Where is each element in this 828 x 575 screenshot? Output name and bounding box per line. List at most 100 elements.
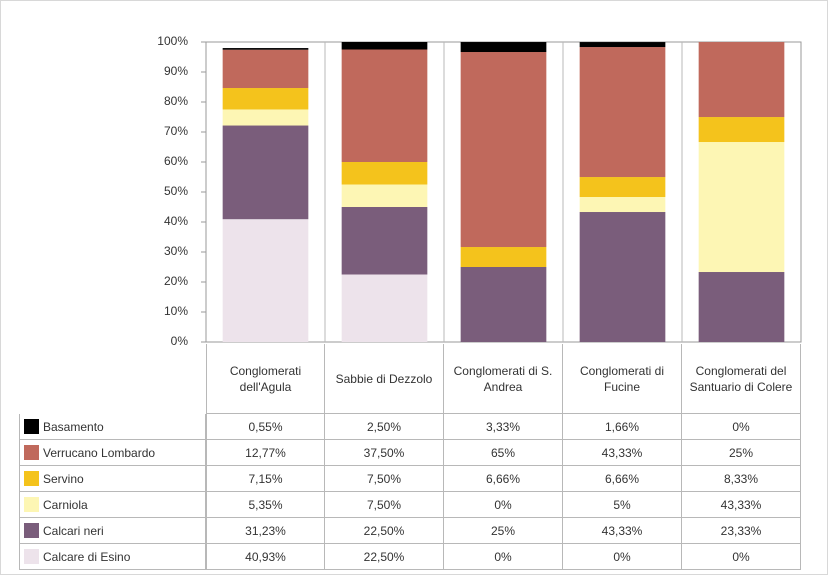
y-tick-label: 30% (164, 244, 188, 258)
table-value-text: 40,93% (245, 549, 286, 564)
bar-segment (341, 274, 428, 342)
bar-segment (341, 207, 428, 275)
bar-segment (222, 219, 309, 342)
bar-segment (579, 197, 666, 213)
table-value-text: 2,50% (366, 419, 402, 434)
bar-segment (579, 212, 666, 342)
table-value-text: 7,50% (366, 471, 402, 486)
category-label-text: Conglomerati del Santuario di Colere (689, 363, 793, 394)
table-value: 0% (444, 544, 563, 570)
bar-segment (698, 42, 785, 118)
table-value-text: 0,55% (248, 419, 283, 434)
table-value: 0% (444, 492, 563, 518)
y-tick-label: 0% (171, 334, 189, 346)
category-label-text: Conglomerati di Fucine (579, 363, 665, 394)
table-value-text: 37,50% (363, 445, 405, 460)
table-value-text: 43,33% (601, 445, 643, 460)
table-value: 22,50% (325, 518, 444, 544)
table-value: 1,66% (563, 414, 682, 440)
table-value: 8,33% (682, 466, 801, 492)
legend-swatch (24, 523, 39, 538)
bar-segment (341, 184, 428, 207)
table-value-text: 0% (732, 419, 750, 434)
bar-segment (341, 49, 428, 162)
table-value-text: 43,33% (601, 523, 643, 538)
legend-swatch (24, 497, 39, 512)
bar-segment (460, 247, 547, 267)
bar-segment (222, 125, 309, 220)
table-value-text: 1,66% (604, 419, 640, 434)
table-value-text: 65% (490, 445, 516, 460)
bar-segment (341, 162, 428, 185)
legend-swatch (24, 549, 39, 564)
table-value: 0% (563, 544, 682, 570)
y-tick-label: 20% (164, 274, 188, 288)
legend-entry: Calcare di Esino (19, 544, 206, 570)
table-value: 7,50% (325, 492, 444, 518)
bar-segment (579, 177, 666, 198)
table-value-text: 8,33% (723, 471, 759, 486)
table-value-text: 7,50% (366, 497, 402, 512)
category-label-text: Conglomerati di S. Andrea (453, 363, 553, 394)
bar-segment (341, 42, 428, 50)
table-value: 12,77% (206, 440, 325, 466)
table-value: 7,15% (206, 466, 325, 492)
table-value: 22,50% (325, 544, 444, 570)
legend-label: Carniola (43, 497, 88, 512)
table-value-text: 5,35% (248, 497, 283, 512)
table-value: 65% (444, 440, 563, 466)
y-tick-label: 10% (164, 304, 188, 318)
bar-segment (222, 49, 309, 89)
legend-entry: Servino (19, 466, 206, 492)
table-value: 31,23% (206, 518, 325, 544)
category-label: Conglomerati del Santuario di Colere (682, 344, 801, 414)
table-value-text: 3,33% (485, 419, 521, 434)
category-label: Conglomerati dell'Agula (206, 344, 325, 414)
table-value: 6,66% (444, 466, 563, 492)
y-tick-label: 70% (164, 124, 188, 138)
y-tick-label: 80% (164, 94, 188, 108)
y-tick-label: 100% (157, 34, 188, 48)
category-label: Sabbie di Dezzolo (325, 344, 444, 414)
legend-swatch (24, 471, 39, 486)
category-label-text: Conglomerati dell'Agula (229, 363, 302, 394)
category-label: Conglomerati di S. Andrea (444, 344, 563, 414)
bar-segment (698, 272, 785, 342)
bar-segment (460, 42, 547, 53)
table-value-text: 5% (613, 497, 631, 512)
table-value: 0,55% (206, 414, 325, 440)
table-value: 25% (682, 440, 801, 466)
table-value: 43,33% (682, 492, 801, 518)
bar-segment (222, 109, 309, 126)
legend-entry: Basamento (19, 414, 206, 440)
bar-segment (579, 47, 666, 178)
table-value-text: 0% (613, 549, 631, 564)
legend-entry: Verrucano Lombardo (19, 440, 206, 466)
category-label-text: Sabbie di Dezzolo (335, 371, 433, 386)
bar-segment (698, 142, 785, 273)
legend-label: Servino (43, 471, 84, 486)
table-value: 0% (682, 544, 801, 570)
table-value: 5,35% (206, 492, 325, 518)
legend-swatch (24, 419, 39, 434)
table-value: 25% (444, 518, 563, 544)
y-tick-label: 90% (164, 64, 188, 78)
table-value: 5% (563, 492, 682, 518)
table-value-text: 23,33% (720, 523, 762, 538)
table-value-text: 25% (728, 445, 754, 460)
table-value: 7,50% (325, 466, 444, 492)
legend-entry: Carniola (19, 492, 206, 518)
table-value: 43,33% (563, 518, 682, 544)
bar-segment (460, 267, 547, 342)
legend-label: Calcare di Esino (43, 549, 131, 564)
table-value-text: 0% (494, 497, 512, 512)
bar-segment (222, 88, 309, 110)
bar-segment (698, 117, 785, 143)
table-value-text: 12,77% (245, 445, 286, 460)
table-value: 3,33% (444, 414, 563, 440)
table-value-text: 6,66% (604, 471, 640, 486)
table-value-text: 6,66% (485, 471, 521, 486)
table-value: 0% (682, 414, 801, 440)
table-value-text: 22,50% (363, 549, 405, 564)
